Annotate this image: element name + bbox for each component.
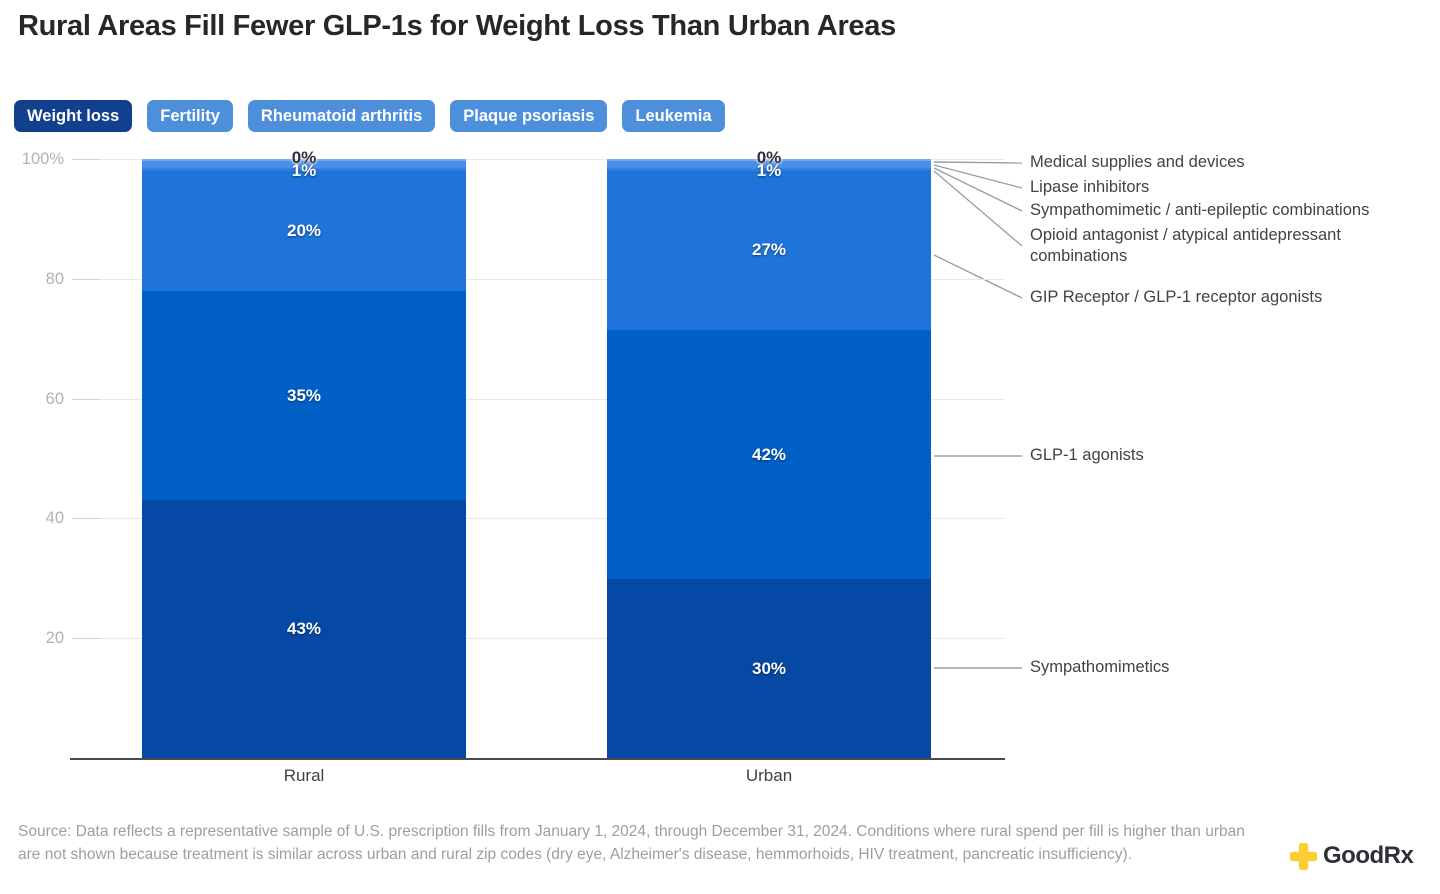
gridline <box>72 518 1005 520</box>
y-axis-tick-label: 100% <box>21 150 64 168</box>
source-note: Source: Data reflects a representative s… <box>18 823 1245 863</box>
y-axis-tick-label: 60 <box>45 389 64 408</box>
x-axis-label-rural: Rural <box>283 766 325 785</box>
gridline <box>72 638 1005 640</box>
stacked-bar-chart: 100% 80 60 40 20 20% 35% 43% 0% 1% Rural 27% 42% 30% 0… <box>21 148 1370 785</box>
tab-leukemia[interactable]: Leukemia <box>622 100 725 132</box>
connector-line <box>933 170 1023 247</box>
bar-urban: 27% 42% 30% 0% 1% <box>607 148 931 758</box>
annotation-label: Sympathomimetic / anti-epileptic combina… <box>1030 201 1370 219</box>
annotation-label: Opioid antagonist / atypical antidepress… <box>1030 226 1341 265</box>
condition-tabs: Weight loss Fertility Rheumatoid arthritis… <box>14 100 725 132</box>
segment-medical-supplies-and-devices[interactable] <box>142 159 466 162</box>
segment-value-label-zero: 0% <box>291 148 317 167</box>
axis-tick <box>72 159 100 160</box>
goodrx-logo: GoodRx <box>1290 842 1414 870</box>
segment-value-label: 42% <box>751 444 787 464</box>
y-axis-tick-label: 80 <box>45 269 64 288</box>
tab-rheumatoid-arthritis[interactable]: Rheumatoid arthritis <box>247 100 436 132</box>
page-title: Rural Areas Fill Fewer GLP-1s for Weight… <box>18 10 896 42</box>
segment-value-label: 43% <box>286 619 322 639</box>
connector-line <box>933 161 1023 164</box>
axis-tick <box>72 398 100 400</box>
connector-line <box>933 164 1023 189</box>
segment-value-label-one: 1% <box>756 161 782 180</box>
connector-line <box>933 254 1023 299</box>
annotation-label: Medical supplies and devices <box>1030 153 1245 171</box>
segment-lipase-inhibitors[interactable] <box>607 161 931 168</box>
y-axis-tick-label: 40 <box>45 509 64 528</box>
gridline <box>72 398 1005 400</box>
segment-sympathomimetics[interactable]: 43% <box>142 500 466 758</box>
segment-sympathomimetics[interactable]: 30% <box>607 579 931 758</box>
connector-line <box>933 167 1023 212</box>
segment-value-label: 27% <box>751 240 787 260</box>
segment-value-label-zero: 0% <box>756 148 782 167</box>
y-axis-tick-label: 20 <box>45 629 64 648</box>
annotation-label: Lipase inhibitors <box>1030 178 1150 196</box>
goodrx-logo-text: GoodRx <box>1323 842 1414 869</box>
axis-tick <box>72 638 100 640</box>
segment-value-label-one: 1% <box>291 161 317 180</box>
axis-tick <box>72 278 100 280</box>
goodrx-plus-icon <box>1290 842 1317 870</box>
segment-opioid-antagonist-atypical-antidepressant-combinations[interactable] <box>607 169 931 171</box>
segment-gip-receptor-glp-1-receptor-agonists[interactable]: 20% <box>142 170 466 291</box>
segment-glp-1-agonists[interactable]: 35% <box>142 290 466 501</box>
x-axis-baseline <box>70 758 1005 760</box>
gridline <box>72 278 1005 280</box>
bar-rural: 20% 35% 43% 0% 1% <box>142 148 466 758</box>
segment-glp-1-agonists[interactable]: 42% <box>607 329 931 580</box>
segment-opioid-antagonist-atypical-antidepressant-combinations[interactable] <box>142 169 466 171</box>
tab-fertility[interactable]: Fertility <box>147 100 233 132</box>
annotation-label: Sympathomimetics <box>1030 658 1170 676</box>
segment-value-label: 30% <box>751 658 787 678</box>
segment-sympathomimetic-anti-epileptic-combinations[interactable] <box>607 167 931 170</box>
segment-gip-receptor-glp-1-receptor-agonists[interactable]: 27% <box>607 170 931 330</box>
axis-tick <box>72 518 100 520</box>
gridline <box>72 159 1005 160</box>
segment-medical-supplies-and-devices[interactable] <box>607 159 931 162</box>
segment-value-label: 35% <box>286 385 322 405</box>
x-axis-label-urban: Urban <box>745 766 793 785</box>
segment-sympathomimetic-anti-epileptic-combinations[interactable] <box>142 167 466 170</box>
annotation-label: GLP-1 agonists <box>1030 446 1144 464</box>
tab-weight-loss[interactable]: Weight loss <box>14 100 133 132</box>
segment-lipase-inhibitors[interactable] <box>142 161 466 168</box>
tab-plaque-psoriasis[interactable]: Plaque psoriasis <box>450 100 608 132</box>
segment-value-label: 20% <box>286 220 322 240</box>
annotation-label: GIP Receptor / GLP-1 receptor agonists <box>1030 288 1323 306</box>
